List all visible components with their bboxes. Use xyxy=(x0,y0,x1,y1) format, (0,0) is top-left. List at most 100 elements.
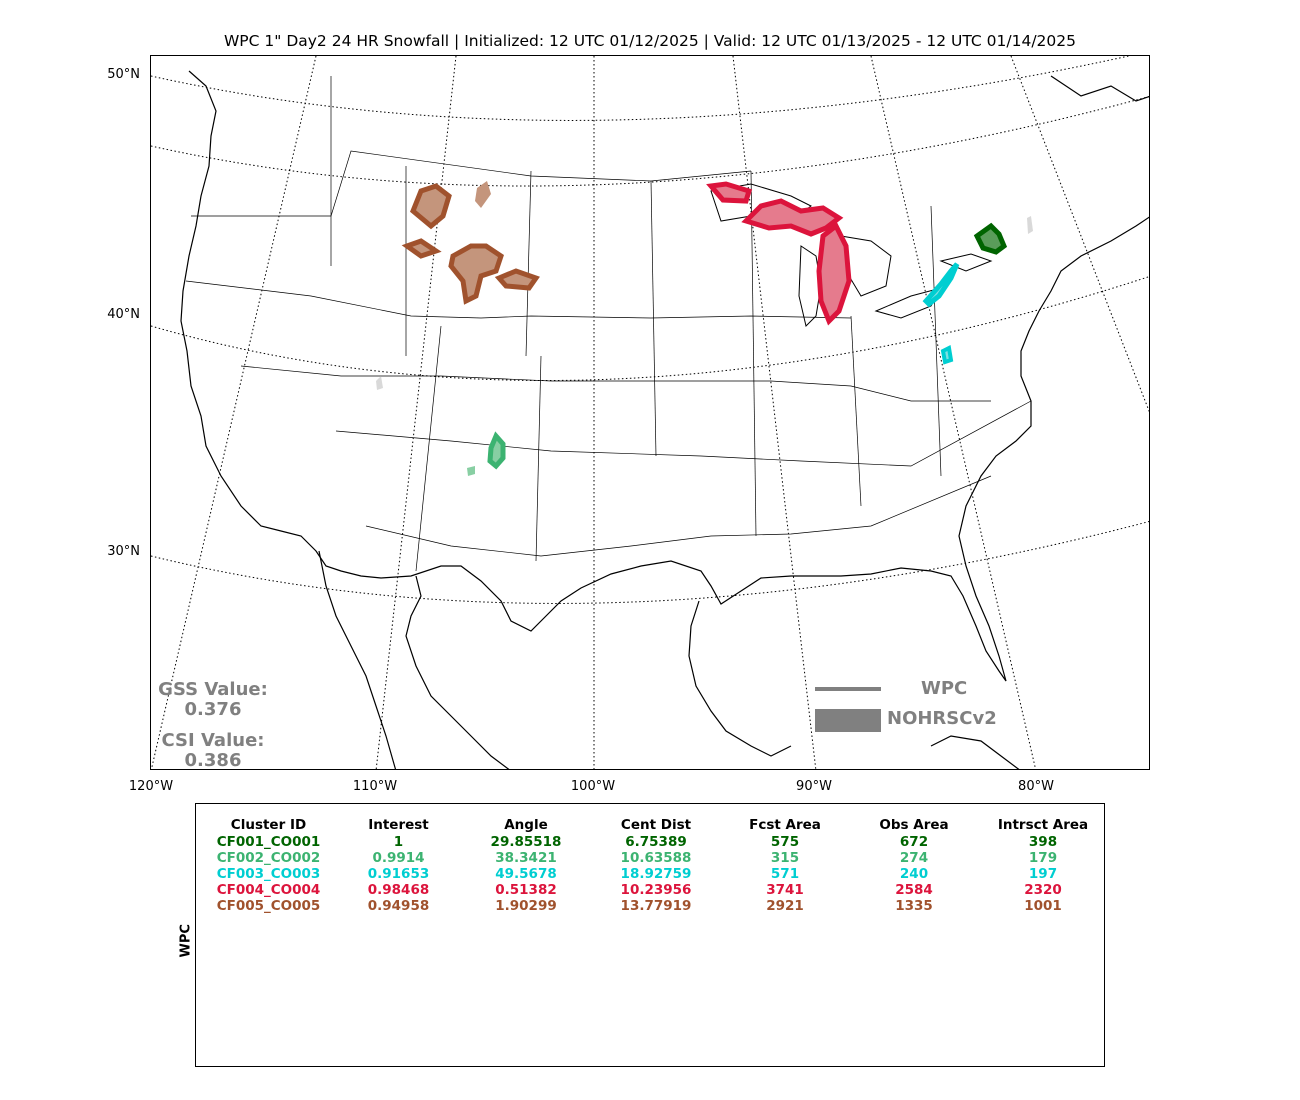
border-row-2 xyxy=(185,280,852,319)
snow-objects xyxy=(376,181,1033,476)
table-cell: CF002_CO002 xyxy=(216,850,321,866)
lat-line-30 xyxy=(151,521,1149,604)
map-panel xyxy=(150,55,1150,770)
cluster-cf004-area-1 xyxy=(706,181,753,204)
table-cell: 0.98468 xyxy=(367,882,430,898)
table-cell: 197 xyxy=(1028,866,1058,882)
lat-line-40 xyxy=(151,276,1149,382)
map-canvas xyxy=(151,56,1149,769)
border-co-ut xyxy=(415,325,442,572)
cluster-cf002-area-1 xyxy=(487,431,506,470)
table-cell: 274 xyxy=(899,850,929,866)
border-mn-ia xyxy=(650,180,657,457)
unmatched-object-1 xyxy=(376,376,383,390)
header-angle: Angle xyxy=(504,817,548,833)
border-row-4 xyxy=(335,400,1032,467)
coastline-cuba xyxy=(930,735,1020,769)
cluster-cf003-area-1 xyxy=(922,262,960,308)
table-body: CF001_CO001 1 29.85518 6.75389 575 672 398 CF00… xyxy=(206,834,1102,914)
legend-wpc-line xyxy=(815,687,881,691)
header-interest: Interest xyxy=(368,817,429,833)
coastlines xyxy=(180,70,1149,769)
table-cell: 2921 xyxy=(766,898,804,914)
table-header-row: Cluster ID Interest Angle Cent Dist Fcst… xyxy=(206,816,1102,834)
cluster-cf005 xyxy=(401,181,540,305)
cluster-cf005-obs-1 xyxy=(475,181,491,208)
table-cell: 0.94958 xyxy=(367,898,430,914)
table-cell: 10.63588 xyxy=(620,850,692,866)
table-cell: 2584 xyxy=(895,882,933,898)
header-intrsct-area: Intrsct Area xyxy=(997,817,1089,833)
lon-line-90 xyxy=(732,56,817,769)
table-cell: 240 xyxy=(899,866,929,882)
csi-value: 0.386 xyxy=(184,750,242,771)
lat-label-40n: 40°N xyxy=(107,307,140,322)
legend-wpc-label: WPC xyxy=(921,678,968,699)
table-cell: 1 xyxy=(393,834,404,850)
cluster-cf004-area-3 xyxy=(816,222,852,326)
table-row: CF005_CO005 0.94958 1.90299 13.77919 2921 133… xyxy=(206,898,1102,914)
lat-line-45 xyxy=(151,96,1149,187)
table-cell: 179 xyxy=(1028,850,1058,866)
table-cell: 6.75389 xyxy=(625,834,687,850)
coastline-canada-east xyxy=(1050,75,1149,102)
table-row: CF003_CO003 0.91653 49.5678 18.92759 571 240 1… xyxy=(206,866,1102,882)
cluster-cf005-area-1 xyxy=(410,183,452,230)
table-cell: 0.91653 xyxy=(367,866,430,882)
header-cluster-id: Cluster ID xyxy=(230,817,307,833)
header-obs-area: Obs Area xyxy=(879,817,949,833)
coastline-mexico-west xyxy=(405,575,510,769)
table-cell: 315 xyxy=(770,850,800,866)
stats-table: Cluster ID Interest Angle Cent Dist Fcst… xyxy=(206,816,1102,914)
table-cell: 0.51382 xyxy=(495,882,557,898)
table-cell: CF004_CO004 xyxy=(216,882,321,898)
table-cell: 2320 xyxy=(1024,882,1062,898)
lon-label-120w: 120°W xyxy=(128,779,174,794)
table-cell: CF003_CO003 xyxy=(216,866,321,882)
border-northern-tier xyxy=(191,150,752,217)
cluster-cf003-area-2 xyxy=(940,345,954,365)
coastline-baja xyxy=(318,550,397,769)
cluster-cf005-area-4 xyxy=(494,268,540,291)
graticule xyxy=(151,56,1149,769)
coastline-main xyxy=(180,70,1149,682)
table-cell: 10.23956 xyxy=(620,882,692,898)
table-cell: CF005_CO005 xyxy=(216,898,321,914)
border-row-5 xyxy=(365,475,992,557)
lon-label-100w: 100°W xyxy=(570,779,616,794)
header-fcst-area: Fcst Area xyxy=(749,817,821,833)
cluster-cf001 xyxy=(973,222,1008,255)
border-mississippi xyxy=(750,170,757,537)
lon-label-80w: 80°W xyxy=(1018,779,1054,794)
table-cell: 672 xyxy=(899,834,929,850)
state-borders xyxy=(185,76,1032,572)
border-row-3 xyxy=(240,365,991,402)
table-cell: 1.90299 xyxy=(495,898,557,914)
table-cell: 13.77919 xyxy=(620,898,692,914)
table-cell: 3741 xyxy=(766,882,804,898)
lon-line-85 xyxy=(870,56,1037,769)
table-cell: 1335 xyxy=(895,898,933,914)
coastline-gulf-mexico xyxy=(688,600,792,757)
table-cell: 571 xyxy=(770,866,800,882)
table-cell: CF001_CO001 xyxy=(216,834,321,850)
table-side-label: WPC xyxy=(178,924,194,958)
lon-label-90w: 90°W xyxy=(796,779,832,794)
table-cell: 1001 xyxy=(1024,898,1062,914)
unmatched-object-2 xyxy=(1027,216,1033,234)
cluster-cf002 xyxy=(467,431,506,476)
map-title: WPC 1" Day2 24 HR Snowfall | Initialized… xyxy=(223,32,1076,50)
cluster-cf003 xyxy=(922,262,960,365)
lake-michigan xyxy=(798,245,822,327)
table-cell: 38.3421 xyxy=(495,850,557,866)
border-pa-ny xyxy=(930,205,942,477)
cluster-cf002-obs-1 xyxy=(467,466,475,476)
lon-label-110w: 110°W xyxy=(352,779,398,794)
border-ks-co xyxy=(535,355,542,562)
lat-label-50n: 50°N xyxy=(107,67,140,82)
table-row: CF002_CO002 0.9914 38.3421 10.63588 315 274 17… xyxy=(206,850,1102,866)
lon-line-80 xyxy=(1010,56,1149,413)
cluster-cf005-area-3 xyxy=(448,243,504,305)
border-in-oh xyxy=(850,315,862,507)
table-cell: 18.92759 xyxy=(620,866,692,882)
